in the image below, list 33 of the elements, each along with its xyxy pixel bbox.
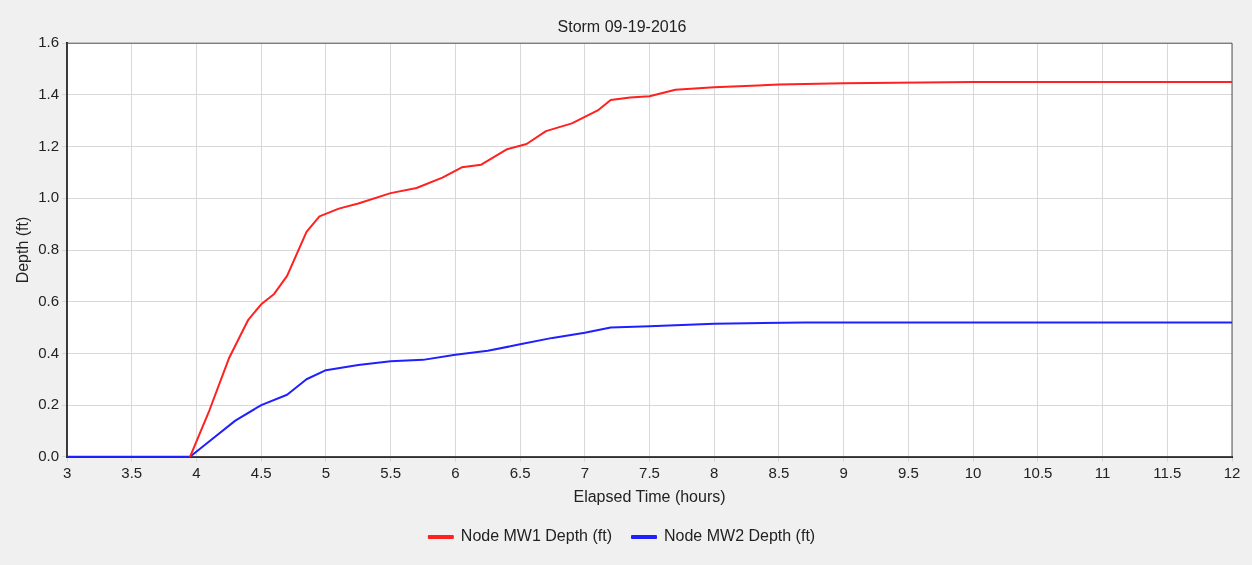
chart-title: Storm 09-19-2016 [557, 18, 687, 36]
y-tick-label: 1.6 [38, 33, 60, 51]
x-tick-label: 8.5 [768, 463, 790, 481]
x-tick-label: 5.5 [380, 463, 402, 481]
x-tick-label: 5 [321, 463, 331, 481]
y-tick-label: 1.4 [38, 85, 60, 103]
y-tick-label: 0.8 [38, 240, 60, 258]
x-tick-label: 4.5 [250, 463, 272, 481]
legend-label: Node MW2 Depth (ft) [664, 527, 816, 545]
y-tick-label: 1.0 [38, 188, 60, 206]
x-tick-label: 7.5 [639, 463, 660, 481]
x-tick-label: 3 [62, 463, 72, 481]
y-tick-label: 1.2 [38, 136, 60, 154]
y-tick-label: 0.2 [38, 395, 60, 413]
x-tick-label: 10 [964, 463, 982, 481]
x-axis-title: Elapsed Time (hours) [573, 487, 726, 505]
x-tick-label: 4 [192, 463, 201, 481]
x-tick-label: 8 [710, 463, 719, 481]
x-tick-label: 3.5 [121, 463, 143, 481]
legend-label: Node MW1 Depth (ft) [460, 527, 612, 545]
y-tick-label: 0.6 [38, 291, 60, 309]
y-tick-label: 0.4 [38, 343, 60, 361]
x-tick-label: 7 [580, 463, 589, 481]
y-axis-title: Depth (ft) [14, 216, 32, 284]
x-tick-label: 9 [839, 463, 848, 481]
x-tick-label: 11.5 [1153, 463, 1182, 481]
y-tick-label: 0.0 [38, 446, 60, 464]
x-tick-label: 10.5 [1023, 463, 1053, 481]
x-tick-label: 9.5 [897, 463, 919, 481]
x-tick-label: 6 [451, 463, 460, 481]
x-tick-label: 11 [1094, 463, 1111, 481]
x-tick-label: 12 [1223, 463, 1241, 481]
x-tick-label: 6.5 [509, 463, 531, 481]
